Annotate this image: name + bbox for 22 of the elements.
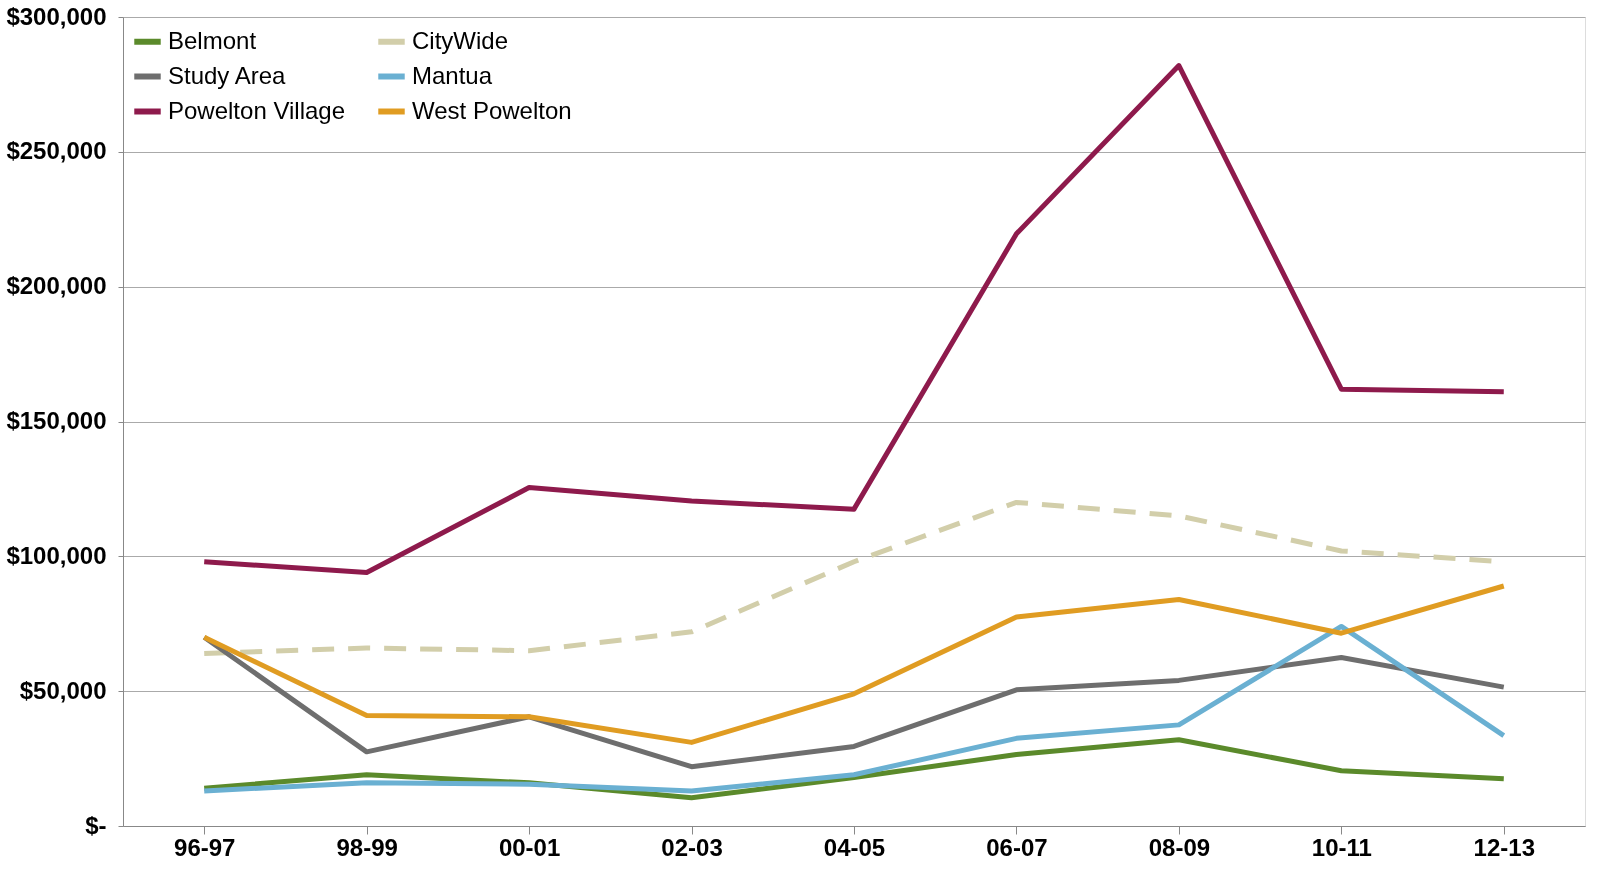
y-tick-label: $50,000 <box>19 676 107 704</box>
y-tick-label: $300,000 <box>6 2 107 30</box>
y-tick-label: $250,000 <box>6 137 107 165</box>
legend-label: Study Area <box>168 61 287 89</box>
x-tick-label: 06-07 <box>986 833 1048 861</box>
x-tick-label: 00-01 <box>498 833 561 861</box>
x-tick-label: 02-03 <box>661 833 723 861</box>
x-tick-label: 04-05 <box>823 833 886 861</box>
y-tick-label: $100,000 <box>6 541 107 569</box>
legend-label: Belmont <box>168 26 257 54</box>
legend-label: CityWide <box>412 26 509 54</box>
legend-label: Mantua <box>412 61 493 89</box>
y-tick-label: $200,000 <box>6 272 107 300</box>
y-tick-label: $150,000 <box>6 407 107 434</box>
x-tick-label: 08-09 <box>1148 833 1211 861</box>
x-tick-label: 10-11 <box>1311 833 1372 861</box>
x-tick-label: 98-99 <box>336 833 398 861</box>
x-tick-label: 96-97 <box>174 833 236 861</box>
y-tick-label: $- <box>85 811 107 839</box>
legend-label: Powelton Village <box>168 96 346 124</box>
x-tick-label: 12-13 <box>1473 833 1535 861</box>
legend-label: West Powelton <box>412 96 572 124</box>
